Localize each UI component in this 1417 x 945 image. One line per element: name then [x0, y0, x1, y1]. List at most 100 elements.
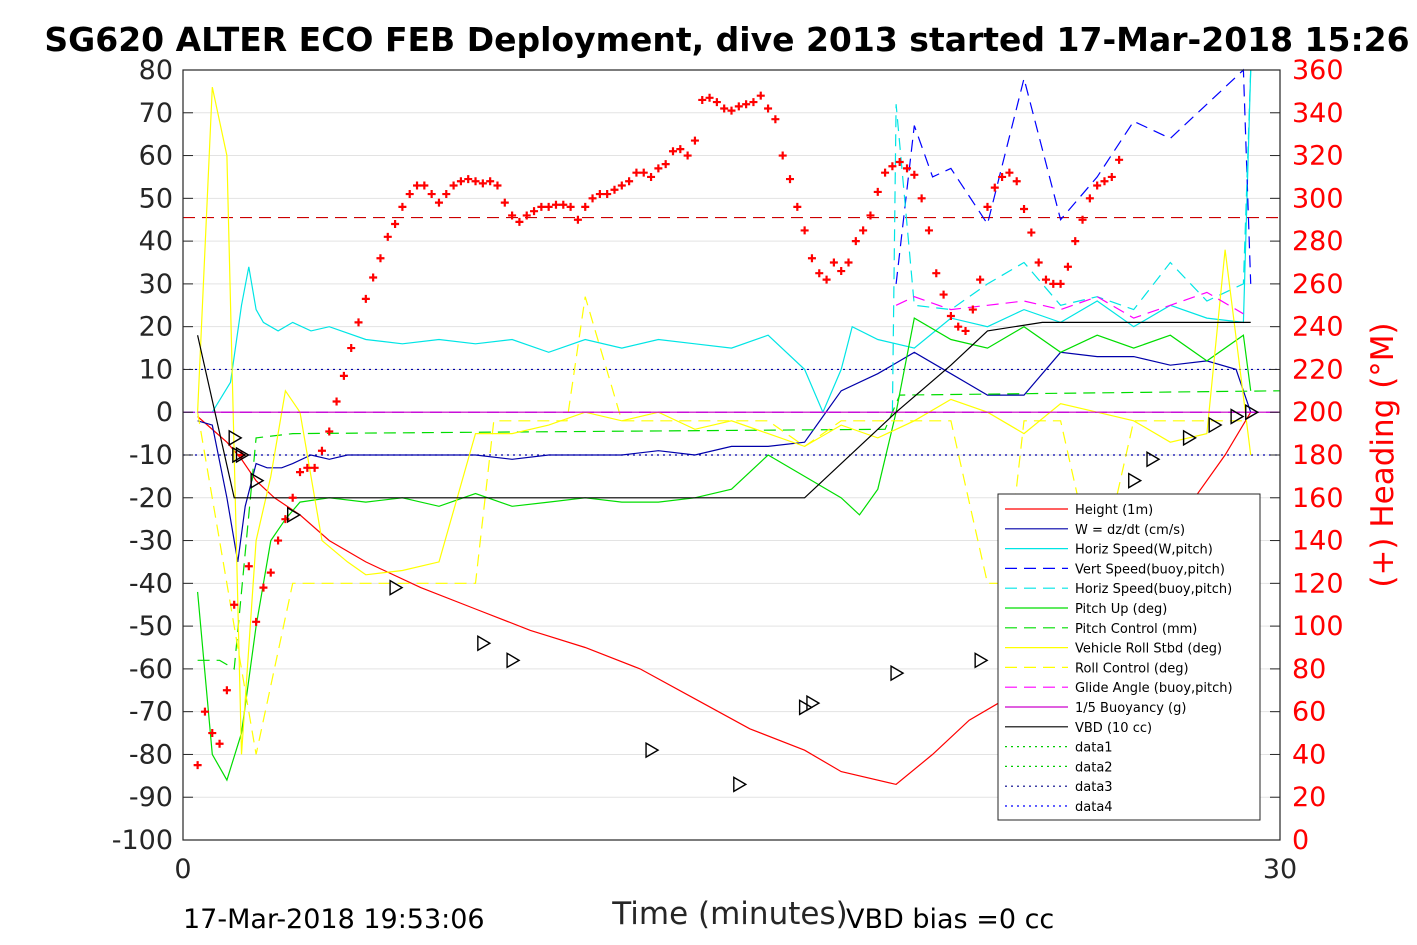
heading-point — [361, 294, 370, 303]
y-tick-label-left: 60 — [139, 141, 173, 172]
y-tick-label-right: 0 — [1292, 825, 1309, 856]
y-tick-label-right: 20 — [1292, 782, 1326, 813]
heading-point — [522, 211, 531, 220]
heading-point — [317, 446, 326, 455]
legend-label: Height (1m) — [1075, 503, 1153, 518]
y-tick-label-right: 340 — [1292, 98, 1344, 129]
triangle-marker — [733, 776, 748, 793]
heading-point — [427, 190, 436, 199]
y-tick-label-right: 360 — [1292, 55, 1344, 86]
heading-point — [881, 168, 890, 177]
y-tick-label-right: 160 — [1292, 483, 1344, 514]
heading-point — [676, 145, 685, 154]
triangle-marker — [974, 652, 989, 669]
heading-point — [508, 211, 517, 220]
heading-point — [376, 254, 385, 263]
heading-point — [1049, 279, 1058, 288]
heading-point — [1034, 258, 1043, 267]
y-tick-label-left: -100 — [112, 825, 173, 856]
y-axis-label-right: (+) Heading (°M) — [1365, 322, 1401, 587]
legend-label: 1/5 Buoyancy (g) — [1075, 701, 1186, 716]
heading-point — [815, 269, 824, 278]
heading-point — [603, 190, 612, 199]
triangle-marker — [806, 694, 821, 712]
y-tick-label-left: -90 — [129, 782, 173, 813]
heading-point — [259, 583, 268, 592]
heading-point — [866, 211, 875, 220]
heading-point — [1063, 262, 1072, 271]
heading-point — [230, 600, 239, 609]
heading-point — [398, 202, 407, 211]
legend-label: Pitch Up (deg) — [1075, 602, 1167, 617]
heading-point — [449, 181, 458, 190]
legend-label: data1 — [1075, 741, 1113, 756]
x-axis-label: Time (minutes) — [611, 896, 847, 932]
heading-point — [705, 93, 714, 102]
y-tick-label-right: 320 — [1292, 141, 1344, 172]
heading-point — [932, 269, 941, 278]
heading-point — [800, 226, 809, 235]
triangle-marker — [1245, 404, 1260, 421]
heading-point — [668, 147, 677, 156]
heading-point — [515, 217, 524, 226]
heading-point — [332, 397, 341, 406]
y-tick-label-left: 40 — [139, 226, 173, 257]
heading-point — [530, 207, 539, 216]
heading-point — [244, 562, 253, 571]
heading-point — [683, 151, 692, 160]
series-line — [197, 296, 1244, 755]
legend-label: Vehicle Roll Stbd (deg) — [1075, 642, 1222, 657]
legend-label: Glide Angle (buoy,pitch) — [1075, 681, 1233, 696]
heading-point — [756, 91, 765, 100]
series-line — [197, 69, 1252, 414]
heading-point — [1005, 168, 1014, 177]
heading-point — [976, 275, 985, 284]
legend-label: VBD (10 cc) — [1075, 721, 1152, 736]
heading-point — [391, 220, 400, 228]
heading-point — [252, 617, 261, 626]
triangle-marker — [890, 664, 905, 682]
heading-point — [939, 290, 948, 299]
heading-point — [222, 686, 231, 695]
x-ticks: 0 30 — [174, 830, 1297, 885]
y-ticks-left: 80 70 60 50 40 30 20 10 0 -10 -20 -30 -40 -50 -60 -70 -8… — [112, 55, 193, 856]
heading-point — [749, 98, 758, 107]
y-tick-label-left: -60 — [129, 654, 173, 685]
heading-point — [493, 181, 502, 190]
y-tick-label-right: 200 — [1292, 397, 1344, 428]
heading-point — [807, 254, 816, 263]
heading-point — [274, 536, 283, 545]
legend-label: Vert Speed(buoy,pitch) — [1075, 562, 1225, 577]
heading-point — [954, 322, 963, 331]
heading-point — [837, 267, 846, 276]
triangle-marker — [232, 446, 247, 464]
heading-point — [500, 198, 509, 207]
x-tick-label: 30 — [1263, 854, 1297, 885]
heading-point — [1027, 228, 1036, 237]
heading-point — [405, 190, 414, 199]
triangle-markers — [228, 404, 1260, 793]
triangle-marker — [1128, 472, 1143, 489]
heading-point — [464, 175, 473, 184]
heading-point — [727, 106, 736, 115]
y-tick-label-left: -80 — [129, 739, 173, 770]
heading-point — [961, 326, 970, 335]
heading-point — [859, 226, 868, 235]
heading-point — [822, 275, 831, 284]
heading-point — [310, 463, 319, 472]
series-line — [197, 321, 1251, 499]
y-tick-label-right: 100 — [1292, 611, 1344, 642]
triangle-marker — [1230, 408, 1245, 425]
heading-point — [1078, 215, 1087, 224]
heading-point — [559, 200, 568, 209]
series-lines — [197, 68, 1281, 786]
heading-point — [471, 177, 480, 186]
heading-point — [1100, 177, 1109, 186]
y-tick-label-left: 50 — [139, 183, 173, 214]
heading-point — [1093, 181, 1102, 190]
heading-point — [566, 202, 575, 211]
heading-point — [990, 183, 999, 192]
heading-point — [595, 190, 604, 199]
y-tick-label-left: -50 — [129, 611, 173, 642]
series-line — [895, 68, 1252, 284]
